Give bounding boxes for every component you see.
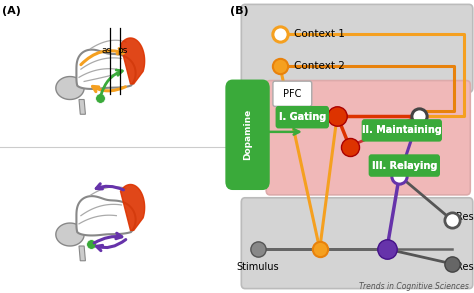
FancyBboxPatch shape	[266, 81, 470, 195]
Text: Response 2: Response 2	[456, 262, 474, 272]
Polygon shape	[56, 223, 84, 246]
FancyBboxPatch shape	[241, 4, 473, 92]
Polygon shape	[56, 76, 84, 100]
Text: III. Relaying: III. Relaying	[372, 161, 437, 171]
Polygon shape	[120, 185, 145, 230]
Polygon shape	[76, 196, 136, 236]
Text: (B): (B)	[230, 6, 249, 16]
FancyBboxPatch shape	[227, 81, 269, 189]
FancyBboxPatch shape	[273, 81, 312, 106]
Text: II. Maintaining: II. Maintaining	[362, 125, 442, 135]
FancyBboxPatch shape	[370, 155, 439, 176]
Text: ps: ps	[117, 46, 128, 55]
Text: Response 1: Response 1	[456, 212, 474, 222]
Polygon shape	[79, 246, 85, 261]
Text: (A): (A)	[2, 6, 21, 16]
Text: Dopamine: Dopamine	[243, 109, 252, 160]
Text: Context 2: Context 2	[293, 61, 345, 71]
Text: I. Gating: I. Gating	[279, 112, 326, 122]
Polygon shape	[79, 100, 85, 114]
FancyBboxPatch shape	[363, 120, 441, 141]
Text: Context 1: Context 1	[293, 29, 345, 39]
Text: PFC: PFC	[283, 89, 301, 99]
Polygon shape	[76, 50, 136, 89]
Polygon shape	[120, 38, 145, 84]
Text: as: as	[101, 46, 112, 55]
Text: II. Maintaining: II. Maintaining	[362, 125, 442, 135]
Text: Trends in Cognitive Sciences: Trends in Cognitive Sciences	[359, 282, 469, 291]
Text: III. Relaying: III. Relaying	[372, 161, 437, 171]
Text: Stimulus: Stimulus	[236, 262, 279, 272]
Text: I. Gating: I. Gating	[279, 112, 326, 122]
FancyBboxPatch shape	[241, 198, 473, 289]
FancyBboxPatch shape	[276, 107, 328, 128]
